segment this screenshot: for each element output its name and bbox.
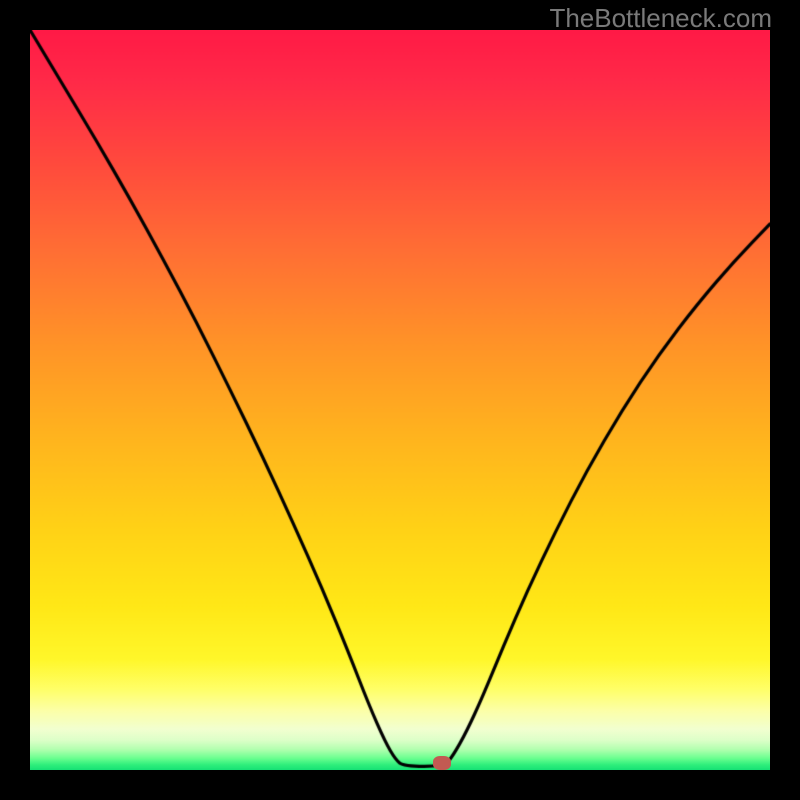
chart-container: TheBottleneck.com	[0, 0, 800, 800]
bottleneck-curve	[30, 30, 770, 770]
watermark-text: TheBottleneck.com	[549, 3, 772, 34]
plot-area	[30, 30, 770, 770]
bottleneck-marker	[433, 756, 451, 770]
